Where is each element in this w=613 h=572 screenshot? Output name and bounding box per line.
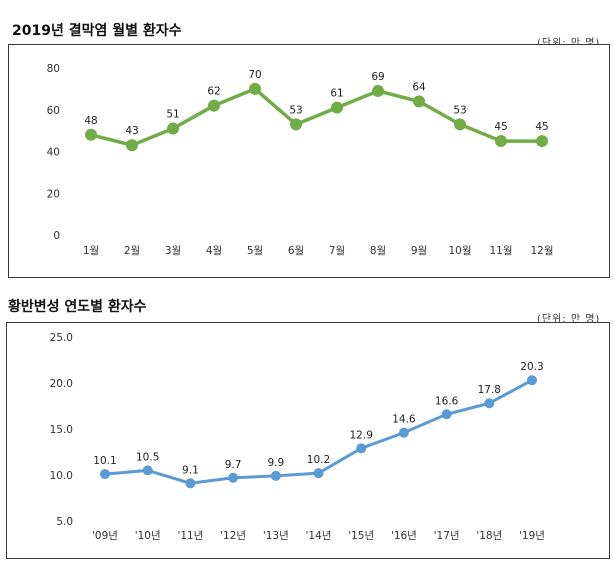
chart2-x-tick: '16년 xyxy=(391,530,417,542)
chart2-data-label: 14.6 xyxy=(392,414,416,426)
chart1-y-tick: 60 xyxy=(47,105,60,117)
chart1-x-tick: 9월 xyxy=(411,245,427,257)
chart2-data-label: 16.6 xyxy=(435,395,459,407)
chart2-data-label: 10.2 xyxy=(307,454,330,466)
chart2-panel xyxy=(6,322,610,559)
chart1-data-label: 53 xyxy=(289,104,302,116)
chart1-y-tick: 0 xyxy=(53,230,60,242)
chart1-x-tick: 2월 xyxy=(124,245,140,257)
chart1-x-tick: 11월 xyxy=(489,245,512,257)
chart2-data-label: 9.1 xyxy=(182,464,199,476)
chart2-y-tick: 5.0 xyxy=(56,516,73,528)
chart2-data-point xyxy=(441,409,452,420)
chart1-y-tick: 40 xyxy=(47,147,60,159)
chart1-data-point xyxy=(290,118,302,131)
chart1-data-point xyxy=(249,82,261,95)
chart1-data-label: 45 xyxy=(535,121,548,133)
chart2-x-tick: '12년 xyxy=(220,530,246,542)
chart2-x-tick: '13년 xyxy=(263,530,289,542)
chart2-data-point xyxy=(313,468,324,479)
chart2-y-tick: 25.0 xyxy=(50,332,73,344)
chart1-title: 2019년 결막염 월별 환자수 xyxy=(12,23,182,39)
chart2-data-label: 20.3 xyxy=(520,361,543,373)
chart1-data-label: 45 xyxy=(494,121,507,133)
chart1-data-point xyxy=(331,101,343,114)
chart1-data-point xyxy=(536,135,548,148)
chart1-data-label: 62 xyxy=(207,86,220,98)
chart1-x-tick: 6월 xyxy=(288,245,304,257)
chart1-x-tick: 3월 xyxy=(165,245,181,257)
chart1-data-point xyxy=(413,95,425,108)
chart2-y-tick: 15.0 xyxy=(50,424,73,436)
chart1-data-point xyxy=(85,128,97,141)
chart1-data-label: 51 xyxy=(166,109,179,121)
chart2-data-point xyxy=(484,398,495,409)
chart2-unit-label: (단위: 만 명) xyxy=(537,314,601,325)
chart2-x-tick: '15년 xyxy=(348,530,374,542)
chart1-data-label: 48 xyxy=(84,115,97,127)
chart1-data-point xyxy=(495,135,507,148)
chart2-data-label: 10.1 xyxy=(93,455,116,467)
chart2-data-label: 9.7 xyxy=(225,459,242,471)
chart2-data-point xyxy=(398,427,409,438)
chart2-title: 황반변성 연도별 환자수 xyxy=(8,299,147,315)
chart2-data-point xyxy=(356,443,367,454)
chart1-x-tick: 8월 xyxy=(370,245,386,257)
chart2-data-point xyxy=(527,375,537,386)
chart2-data-label: 12.9 xyxy=(350,429,373,441)
chart2-x-tick: '14년 xyxy=(306,530,332,542)
chart1-data-label: 70 xyxy=(248,69,261,81)
chart2-data-point xyxy=(142,465,153,476)
chart1-x-tick: 10월 xyxy=(448,245,471,257)
chart1-data-label: 61 xyxy=(330,88,343,100)
chart1-data-label: 64 xyxy=(412,81,426,93)
chart2-series-line xyxy=(104,378,533,485)
chart1-data-label: 43 xyxy=(125,125,138,137)
chart1-data-point xyxy=(126,139,138,152)
chart1-y-tick: 20 xyxy=(47,188,60,200)
chart1-data-label: 69 xyxy=(371,71,384,83)
chart1-data-point xyxy=(454,118,466,131)
chart2-y-tick: 10.0 xyxy=(50,470,73,482)
chart1-unit-label: (단위: 만 명) xyxy=(537,34,600,49)
chart2-x-tick: '18년 xyxy=(476,530,502,542)
chart1-x-tick: 5월 xyxy=(247,245,263,257)
chart2-x-tick: '11년 xyxy=(177,530,203,542)
chart2-data-label: 10.5 xyxy=(136,451,159,463)
chart2-data-point xyxy=(100,469,110,480)
chart1-x-tick: 4월 xyxy=(206,245,222,257)
chart2-data-point xyxy=(270,470,281,481)
chart2-data-point xyxy=(228,472,239,483)
chart2-data-point xyxy=(185,478,196,489)
chart1-y-tick: 80 xyxy=(47,63,60,75)
chart1-panel xyxy=(8,44,610,278)
chart1-data-point xyxy=(167,122,179,135)
chart1-data-point xyxy=(208,99,220,112)
chart1-x-tick: 1월 xyxy=(83,245,99,257)
chart2-y-tick: 20.0 xyxy=(50,378,73,390)
chart2-data-label: 17.8 xyxy=(478,384,501,396)
chart1-data-label: 53 xyxy=(453,104,466,116)
chart1-series-line xyxy=(90,87,542,147)
chart2-data-label: 9.9 xyxy=(267,457,284,469)
chart2-x-tick: '19년 xyxy=(519,530,545,542)
chart1-data-point xyxy=(372,84,384,97)
chart2-x-tick: '10년 xyxy=(135,530,161,542)
chart2-x-tick: '17년 xyxy=(434,530,460,542)
chart1-x-tick: 7월 xyxy=(329,245,345,257)
chart2-x-tick: '09년 xyxy=(92,530,118,542)
chart1-x-tick: 12월 xyxy=(530,245,553,257)
